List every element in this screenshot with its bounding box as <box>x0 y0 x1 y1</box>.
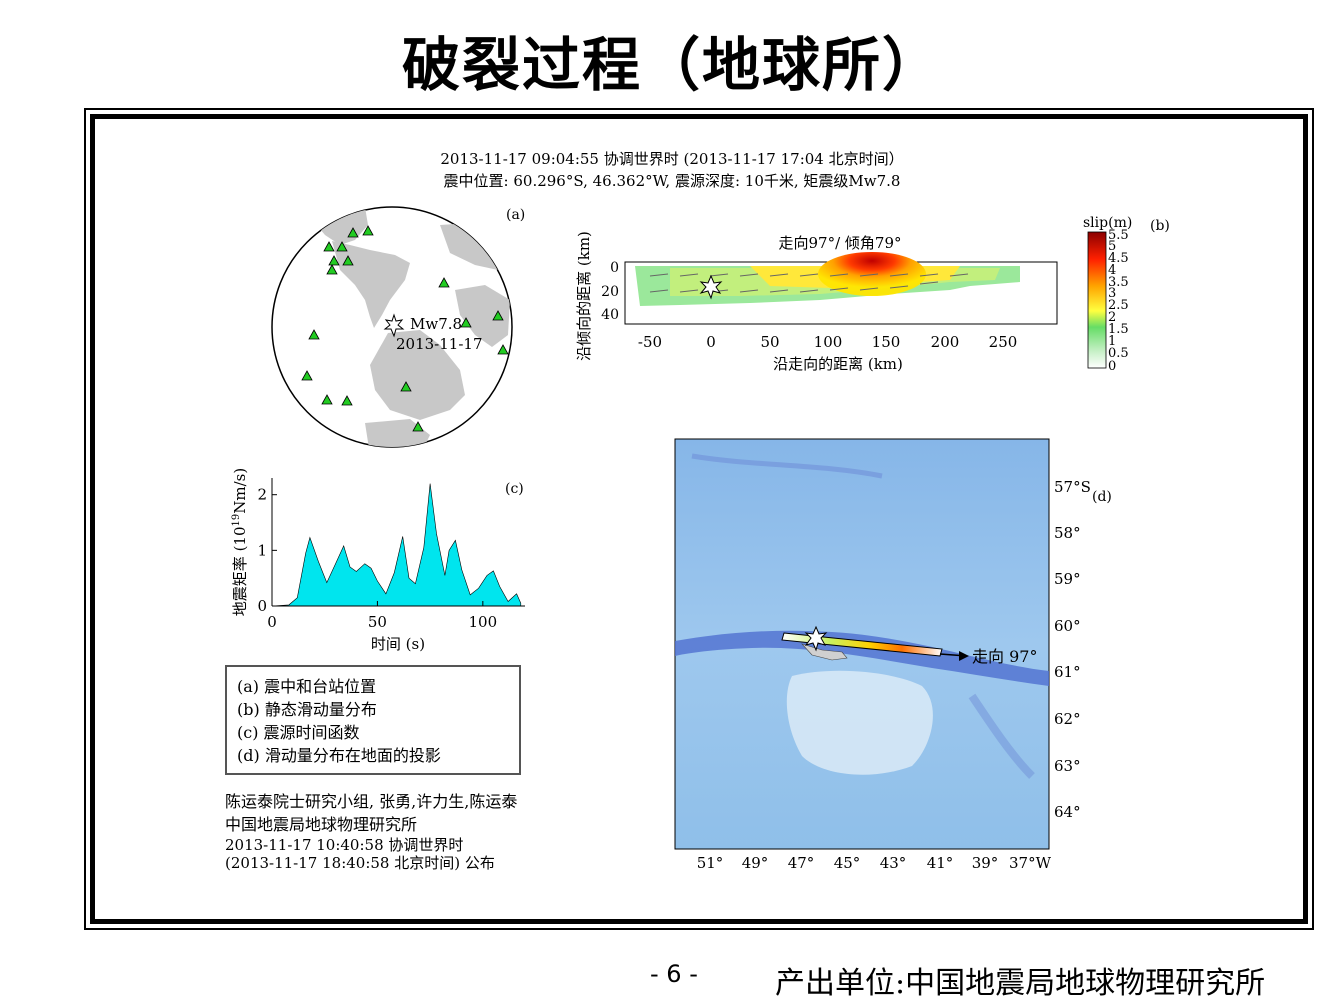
stf-area-series <box>271 483 522 607</box>
svg-text:1: 1 <box>1108 334 1116 349</box>
svg-text:39°: 39° <box>972 854 999 872</box>
svg-text:47°: 47° <box>788 854 815 872</box>
svg-text:58°: 58° <box>1054 524 1081 542</box>
svg-text:0: 0 <box>610 260 619 276</box>
stf-ylabel: 地震矩率 (1019Nm/s) <box>231 468 249 616</box>
page-number: - 6 - <box>650 960 698 988</box>
svg-text:20: 20 <box>601 284 619 300</box>
svg-text:2.5: 2.5 <box>1108 298 1129 313</box>
credit-release-utc: 2013-11-17 10:40:58 协调世界时 <box>225 836 464 854</box>
epicenter-star-icon <box>383 313 405 338</box>
credit-authors: 陈运泰院士研究小组, 张勇,许力生,陈运泰 <box>225 792 518 811</box>
panel-a-label: (a) <box>506 207 525 223</box>
panel-d-label: (d) <box>1092 489 1112 505</box>
svg-text:4.5: 4.5 <box>1108 251 1129 266</box>
slide-title: 破裂过程（地球所） <box>401 31 942 99</box>
svg-text:250: 250 <box>989 333 1018 351</box>
svg-text:2: 2 <box>1108 310 1116 325</box>
panel-b-xticks: -50 0 50 100 150 200 250 <box>638 333 1017 351</box>
svg-text:50: 50 <box>760 333 779 351</box>
svg-text:3: 3 <box>1108 286 1116 301</box>
map-ridge-north <box>691 453 883 479</box>
svg-text:49°: 49° <box>742 854 769 872</box>
map-lat-ticks: 57°S 58° 59° 60° 61° 62° 63° 64° <box>1054 478 1091 821</box>
svg-text:100: 100 <box>814 333 843 351</box>
hypocenter-star-icon <box>699 274 723 300</box>
svg-text:41°: 41° <box>927 854 954 872</box>
svg-text:-50: -50 <box>638 333 662 351</box>
map-ridge-east <box>968 693 1035 779</box>
panel-a-globe: Mw7.8 2013-11-17 (a) <box>271 206 525 448</box>
panel-b-label: (b) <box>1150 218 1170 234</box>
svg-text:37°W: 37°W <box>1009 854 1052 872</box>
figure-frame-outer <box>84 108 1314 930</box>
stf-xtick: 0 <box>267 613 277 631</box>
panel-d-map: 走向 97° 57°S 58° 59° 60° 61° 62° 63° 64° … <box>674 438 1112 872</box>
legend-item-d: (d) 滑动量分布在地面的投影 <box>237 746 441 765</box>
svg-text:64°: 64° <box>1054 803 1081 821</box>
panel-b-slip-distribution: 走向97°/ 倾角79° 0 20 40 -50 0 50 100 150 20… <box>575 215 1170 374</box>
svg-text:5: 5 <box>1108 239 1116 254</box>
svg-text:4: 4 <box>1108 263 1116 278</box>
svg-text:0: 0 <box>1108 359 1116 374</box>
credit-release-beijing: (2013-11-17 18:40:58 北京时间) 公布 <box>225 854 495 872</box>
svg-text:200: 200 <box>931 333 960 351</box>
svg-text:63°: 63° <box>1054 757 1081 775</box>
event-date-label: 2013-11-17 <box>396 335 482 353</box>
stf-ytick: 2 <box>257 486 267 504</box>
stf-ytick: 0 <box>257 597 267 615</box>
svg-text:45°: 45° <box>834 854 861 872</box>
panel-c-source-time-function: 0 1 2 0 50 100 时间 (s) 地震矩率 (1019Nm/s) (c… <box>231 468 525 653</box>
panel-b-xlabel: 沿走向的距离 (km) <box>773 355 903 373</box>
colorbar-title: slip(m) <box>1083 215 1132 231</box>
stf-xtick: 100 <box>469 613 498 631</box>
svg-text:51°: 51° <box>697 854 724 872</box>
svg-text:57°S: 57°S <box>1054 478 1091 496</box>
stf-yticks: 0 1 2 <box>257 486 267 615</box>
stf-ytick: 1 <box>257 541 267 559</box>
svg-text:150: 150 <box>872 333 901 351</box>
slip-peak-asperity <box>818 252 926 296</box>
legend-item-c: (c) 震源时间函数 <box>237 723 360 742</box>
svg-text:3.5: 3.5 <box>1108 275 1129 290</box>
strike-label: 走向 97° <box>972 647 1037 666</box>
panel-b-ylabel: 沿倾向的距离 (km) <box>575 231 593 361</box>
event-location-header: 震中位置: 60.296°S, 46.362°W, 震源深度: 10千米, 矩震… <box>443 172 901 190</box>
slip-colorbar <box>1087 231 1107 369</box>
panel-b-title: 走向97°/ 倾角79° <box>779 234 902 252</box>
map-epicenter-star-icon <box>804 625 828 652</box>
svg-text:62°: 62° <box>1054 710 1081 728</box>
svg-text:60°: 60° <box>1054 617 1081 635</box>
svg-text:1.5: 1.5 <box>1108 322 1129 337</box>
globe-landmasses <box>310 207 510 447</box>
colorbar-ticks: 5.5 5 4.5 4 3.5 3 2.5 2 1.5 1 0.5 0 <box>1108 228 1129 374</box>
panel-b-yticks: 0 20 40 <box>601 260 619 323</box>
event-time-header: 2013-11-17 09:04:55 协调世界时 (2013-11-17 17… <box>440 150 904 168</box>
map-shelf <box>786 670 933 775</box>
legend-item-b: (b) 静态滑动量分布 <box>237 700 377 719</box>
event-magnitude-label: Mw7.8 <box>410 315 462 333</box>
producer-label: 产出单位:中国地震局地球物理研究所 <box>775 966 1266 1001</box>
svg-text:43°: 43° <box>880 854 907 872</box>
svg-text:0.5: 0.5 <box>1108 346 1129 361</box>
stf-xticks: 0 50 100 <box>267 613 497 631</box>
slip-vectors <box>649 273 969 293</box>
station-markers <box>301 225 509 432</box>
stf-xtick: 50 <box>368 613 387 631</box>
svg-text:5.5: 5.5 <box>1108 228 1129 243</box>
svg-text:0: 0 <box>706 333 716 351</box>
panel-legend-box: (a) 震中和台站位置 (b) 静态滑动量分布 (c) 震源时间函数 (d) 滑… <box>225 665 521 775</box>
map-lon-ticks: 51° 49° 47° 45° 43° 41° 39° 37°W <box>697 854 1052 872</box>
map-trench <box>675 630 1049 686</box>
strike-arrowhead-icon <box>959 651 969 661</box>
stf-xlabel: 时间 (s) <box>371 635 425 653</box>
legend-item-a: (a) 震中和台站位置 <box>237 677 377 696</box>
svg-text:61°: 61° <box>1054 663 1081 681</box>
credit-institute: 中国地震局地球物理研究所 <box>225 815 418 834</box>
south-orkney-islands <box>801 643 848 661</box>
svg-text:40: 40 <box>601 307 619 323</box>
panel-c-label: (c) <box>505 481 524 497</box>
stf-area-path <box>271 483 522 607</box>
svg-text:59°: 59° <box>1054 570 1081 588</box>
